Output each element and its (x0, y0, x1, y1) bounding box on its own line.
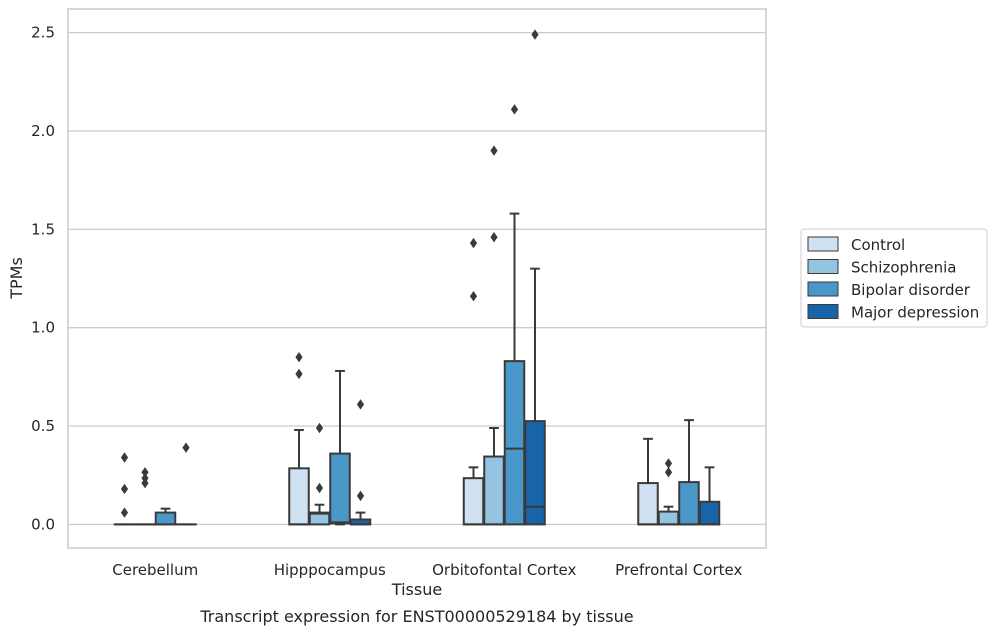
outlier-point (141, 467, 149, 478)
x-tick-label: Prefrontal Cortex (615, 561, 742, 579)
gridlines (68, 31, 766, 526)
box (657, 510, 680, 526)
box (503, 360, 526, 526)
box (483, 455, 505, 526)
y-axis-label: TPMs (7, 257, 26, 300)
chart-caption: Transcript expression for ENST0000052918… (199, 607, 633, 626)
outlier-point (664, 458, 673, 469)
legend-label: Control (851, 236, 905, 254)
outlier-point (295, 351, 303, 363)
legend-label: Major depression (851, 304, 979, 322)
outlier-point (295, 368, 303, 380)
outlier-point (664, 467, 673, 478)
outlier-point (120, 452, 129, 463)
box-1-3 (154, 507, 177, 526)
outlier-point (182, 442, 190, 453)
box (698, 500, 721, 526)
legend-frame (800, 228, 988, 328)
box (678, 481, 700, 526)
box (637, 482, 659, 526)
y-tick-label: 0.0 (31, 515, 55, 533)
box (524, 420, 546, 526)
box-1-2 (134, 467, 156, 526)
outlier-point (469, 291, 478, 302)
box-2-3 (329, 369, 351, 526)
legend-label: Schizophrenia (851, 259, 956, 277)
outlier-point (531, 29, 539, 40)
legend-swatch (807, 304, 839, 319)
plot-frame (67, 8, 767, 549)
outlier-point (490, 231, 498, 243)
box-4-1 (637, 437, 659, 526)
legend: Control Schizophrenia Bipolar disorder Majo… (800, 228, 988, 328)
box-3-3 (503, 104, 526, 526)
y-tick-label: 1.5 (31, 220, 55, 238)
outlier-point (490, 145, 498, 156)
box-4-3 (678, 419, 700, 526)
box-2-4 (349, 399, 372, 526)
y-tick-label: 0.5 (31, 417, 55, 435)
outlier-point (315, 422, 324, 434)
legend-swatch (807, 281, 839, 297)
outlier-point (141, 472, 149, 484)
outlier-point (120, 507, 129, 518)
legend-swatch (807, 259, 839, 274)
box (154, 511, 177, 526)
box-4-2 (657, 458, 680, 526)
y-tick-label: 1.0 (31, 319, 55, 337)
outlier-point (469, 237, 478, 249)
outlier-point (356, 399, 365, 410)
box-3-2 (483, 145, 505, 526)
x-tick-labels: Cerebellum Hipppocampus Orbitofontal Corte… (112, 561, 742, 579)
y-tick-label: 2.0 (31, 122, 55, 140)
x-tick-label: Orbitofontal Cortex (432, 561, 576, 579)
box (329, 452, 351, 525)
box (288, 467, 310, 526)
box-1-4 (175, 442, 197, 526)
box-3-4 (524, 29, 546, 526)
outlier-point (120, 483, 129, 495)
box-2-1 (288, 351, 310, 526)
legend-label: Bipolar disorder (851, 281, 971, 299)
box-layer (113, 29, 721, 526)
box (462, 477, 485, 526)
legend-swatch (807, 236, 839, 252)
outlier-point (315, 482, 324, 494)
y-tick-labels: 0.0 0.5 1.0 1.5 2.0 2.5 (31, 24, 55, 534)
y-tick-label: 2.5 (31, 24, 55, 42)
x-axis-label: Tissue (391, 580, 442, 599)
box-3-1 (462, 237, 485, 526)
box-2-2 (308, 422, 331, 526)
x-tick-label: Hipppocampus (274, 561, 386, 579)
x-tick-label: Cerebellum (112, 561, 198, 579)
outlier-point (510, 104, 519, 115)
box-1-1 (113, 452, 136, 526)
box-4-4 (698, 466, 721, 526)
outlier-point (356, 490, 365, 502)
